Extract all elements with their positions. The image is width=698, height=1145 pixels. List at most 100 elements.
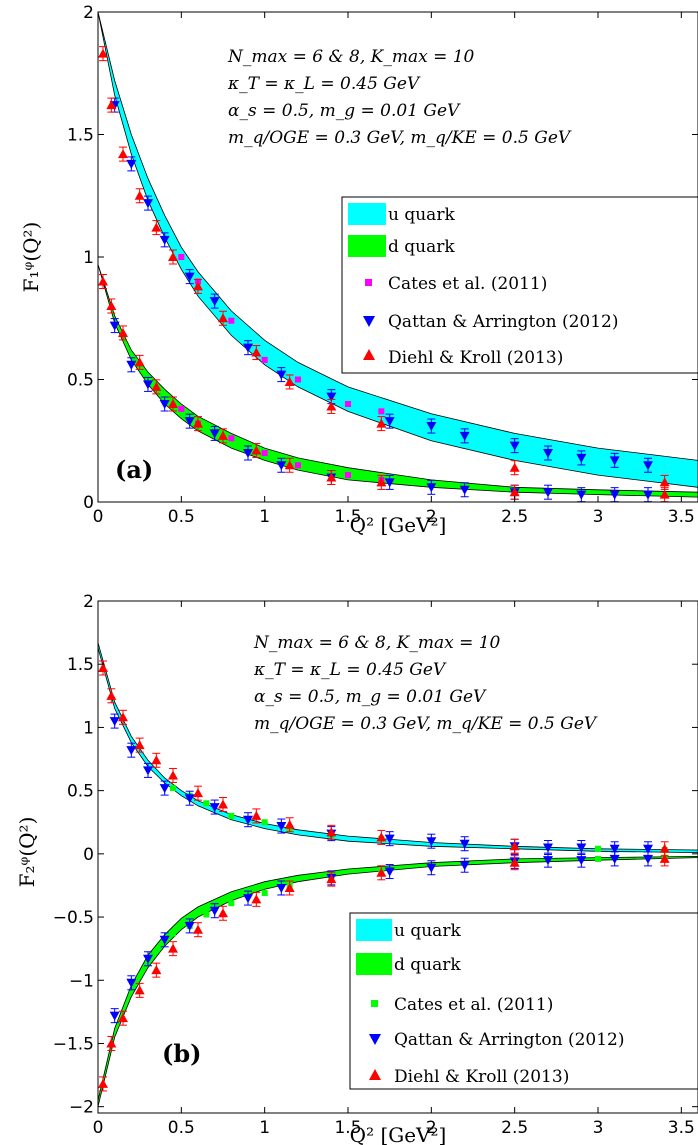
panel-b-point-diehl: [326, 827, 337, 837]
panel-a-point-cates: [178, 405, 185, 412]
panel-b-point-cates: [203, 800, 210, 807]
panel-a-point-qattan: [459, 431, 470, 441]
panel-a-point-diehl: [326, 472, 337, 482]
panel-a-point-qattan: [543, 449, 553, 458]
panel-a-point-diehl: [251, 445, 262, 455]
panel-b-point-diehl: [509, 857, 520, 867]
panel-a-panel-label: (a): [115, 455, 153, 484]
panel-a-point-qattan: [276, 370, 287, 380]
panel-b-point-cates: [228, 900, 235, 907]
panel-a-point-cates: [178, 254, 185, 260]
panel-b-ytick-label: −1: [69, 971, 94, 991]
panel-b-xticks: 0 0.5 1 1.5 2 2.5 3 3.5: [93, 601, 695, 1138]
panel-a-point-diehl: [376, 418, 387, 428]
panel-b-panel-label: (b): [162, 1039, 202, 1068]
panel-a-xtick-label: 1.5: [334, 507, 361, 527]
panel-a-band-u-quark: [97, 11, 698, 488]
panel-b-xtick-label: 0: [93, 1118, 104, 1138]
panel-a-xtick-label: 2: [426, 507, 437, 527]
panel-b-point-diehl: [168, 770, 178, 780]
panel-a-point-qattan: [126, 159, 137, 169]
panel-b-point-qattan: [543, 856, 553, 866]
panel-b-point-diehl: [134, 740, 145, 750]
panel-b-point-diehl: [218, 908, 228, 918]
panel-a-point-diehl: [98, 48, 108, 58]
panel-a-point-qattan: [643, 490, 653, 500]
panel-a-point-qattan: [643, 461, 653, 471]
panel-b-point-cates: [261, 890, 268, 897]
panel-a-point-diehl: [151, 381, 162, 391]
panel-b-point-qattan: [426, 837, 437, 847]
panel-b-legend-label: Cates et al. (2011): [394, 995, 553, 1015]
panel-a-point-qattan: [159, 400, 170, 409]
panel-a-point-qattan: [184, 272, 195, 282]
panel-a-legend: u quark d quark Cates et al. (2011) Qatt…: [341, 196, 698, 374]
panel-a-point-qattan: [576, 453, 587, 463]
panel-a-point-diehl: [218, 430, 228, 440]
panel-a-point-diehl: [151, 222, 162, 232]
panel-a-point-diehl: [168, 399, 178, 408]
panel-a-annotation-line: κ_T = κ_L = 0.45 GeV: [227, 74, 421, 94]
panel-b-point-cates: [595, 845, 601, 852]
panel-b-point-diehl: [151, 755, 162, 765]
panel-a-point-qattan: [184, 417, 195, 427]
panel-a-point-diehl: [98, 276, 108, 286]
panel-a-point-cates: [228, 435, 235, 442]
panel-b-point-diehl: [509, 841, 520, 851]
panel-b-point-diehl: [326, 874, 337, 884]
panel-a-point-diehl: [106, 100, 117, 110]
panel-b-point-qattan: [576, 843, 587, 853]
panel-a-point-diehl: [106, 301, 117, 310]
panel-b-ylabel: F₂ᵠ(Q²): [15, 817, 39, 888]
panel-b-legend-label: Diehl & Kroll (2013): [394, 1067, 569, 1087]
panel-b-ytick-label: 1.5: [67, 655, 94, 675]
panel-a-point-qattan: [384, 478, 395, 488]
panel-b-point-qattan: [243, 894, 253, 904]
panel-b-point-qattan: [384, 867, 395, 877]
panel-a-point-cates: [345, 401, 351, 407]
panel-b-point-qattan: [126, 978, 137, 988]
panel-b-point-qattan: [159, 935, 170, 945]
panel-b-legend-swatch-u: [356, 919, 392, 941]
panel-b-point-cates: [595, 855, 601, 862]
panel-a-ytick-label: 1.5: [67, 126, 94, 146]
panel-b-point-qattan: [126, 746, 137, 756]
panel-a-point-diehl: [659, 477, 670, 487]
panel-a-ytick-label: 0: [83, 493, 94, 513]
panel-a-legend-swatch-u: [348, 203, 386, 225]
panel-b-point-qattan: [184, 921, 195, 931]
panel-b-legend-swatch-d: [356, 953, 392, 975]
panel-b-point-qattan: [543, 843, 553, 853]
panel-a-point-qattan: [509, 441, 520, 451]
panel-a-point-qattan: [243, 343, 253, 353]
panel-b-legend-marker-cates: [371, 1000, 378, 1007]
panel-a-point-diehl: [134, 190, 145, 200]
panel-a-ytick-label: 0.5: [67, 371, 94, 391]
panel-a-ytick-label: 2: [83, 3, 94, 23]
panel-b-legend-marker-qattan: [369, 1034, 381, 1045]
panel-b-point-qattan: [609, 844, 620, 854]
panel-b-point-cates: [170, 785, 176, 792]
panel-b-xtick-label: 2.5: [501, 1118, 528, 1138]
panel-b-point-diehl: [376, 832, 387, 842]
panel-b-ytick-label: 0.5: [67, 782, 94, 802]
panel-a-xtick-label: 3.5: [668, 507, 695, 527]
panel-b-point-diehl: [168, 943, 178, 953]
panel-b-point-qattan: [643, 854, 653, 864]
panel-a-legend-marker-cates: [365, 279, 372, 286]
panel-a-point-cates: [378, 408, 385, 415]
panel-b-annotation-line: κ_T = κ_L = 0.45 GeV: [253, 660, 447, 680]
panel-b-point-diehl: [284, 819, 295, 829]
panel-b-annotation-line: m_q/OGE = 0.3 GeV, m_q/KE = 0.5 GeV: [254, 714, 598, 734]
panel-a-point-qattan: [143, 199, 153, 209]
panel-b-chart: 0 0.5 1 1.5 2 2.5 3 3.5 −2 −1.5 −1 −0.5 0 0.5 1 1.5 2 (…: [15, 592, 698, 1145]
panel-a-point-diehl: [509, 487, 520, 497]
panel-a-point-qattan: [109, 321, 120, 331]
panel-a-point-cates: [261, 450, 268, 456]
panel-a-point-diehl: [376, 477, 387, 487]
panel-a-point-qattan: [543, 488, 553, 498]
panel-b-point-qattan: [643, 844, 653, 854]
panel-a-point-qattan: [459, 485, 470, 495]
panel-b-xtick-label: 1.5: [334, 1118, 361, 1138]
panel-a-point-qattan: [426, 483, 437, 493]
